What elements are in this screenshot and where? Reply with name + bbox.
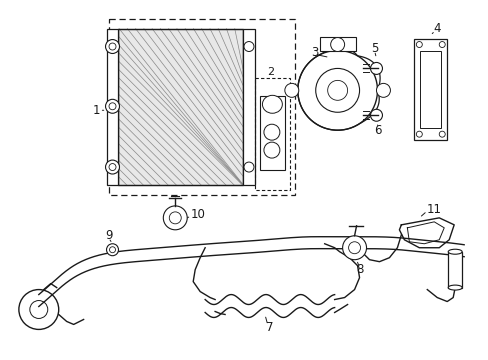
Circle shape bbox=[105, 99, 119, 113]
Text: 10: 10 bbox=[190, 208, 205, 221]
Bar bbox=[106, 28, 118, 185]
Circle shape bbox=[105, 160, 119, 174]
Circle shape bbox=[415, 131, 422, 137]
Bar bbox=[118, 28, 243, 185]
Text: 3: 3 bbox=[310, 46, 318, 59]
Circle shape bbox=[330, 37, 344, 51]
Bar bbox=[108, 19, 294, 195]
Ellipse shape bbox=[447, 285, 461, 290]
Bar bbox=[118, 28, 243, 185]
Text: 2: 2 bbox=[267, 67, 274, 77]
Bar bbox=[413, 39, 447, 140]
Circle shape bbox=[438, 131, 444, 137]
Bar bbox=[447, 252, 461, 288]
Circle shape bbox=[106, 244, 118, 256]
Text: 8: 8 bbox=[355, 263, 363, 276]
Circle shape bbox=[370, 109, 382, 121]
Circle shape bbox=[105, 40, 119, 54]
Bar bbox=[319, 37, 355, 50]
Text: 9: 9 bbox=[104, 229, 112, 242]
Ellipse shape bbox=[447, 249, 461, 254]
Bar bbox=[260, 96, 285, 170]
Text: 6: 6 bbox=[373, 124, 381, 137]
Text: 4: 4 bbox=[433, 22, 440, 35]
Text: 5: 5 bbox=[370, 42, 377, 55]
Circle shape bbox=[285, 84, 298, 97]
Circle shape bbox=[376, 84, 389, 97]
Text: 11: 11 bbox=[426, 203, 441, 216]
Ellipse shape bbox=[262, 95, 282, 113]
Circle shape bbox=[415, 41, 422, 48]
Bar bbox=[254, 78, 289, 190]
Circle shape bbox=[342, 236, 366, 260]
Circle shape bbox=[244, 41, 253, 51]
Circle shape bbox=[244, 162, 253, 172]
Text: 1: 1 bbox=[93, 104, 100, 117]
Circle shape bbox=[163, 206, 187, 230]
Circle shape bbox=[315, 68, 359, 112]
Bar bbox=[420, 50, 440, 128]
Circle shape bbox=[370, 62, 382, 75]
Circle shape bbox=[438, 41, 444, 48]
Text: 7: 7 bbox=[265, 321, 273, 334]
Polygon shape bbox=[297, 48, 379, 130]
Bar bbox=[243, 28, 254, 185]
